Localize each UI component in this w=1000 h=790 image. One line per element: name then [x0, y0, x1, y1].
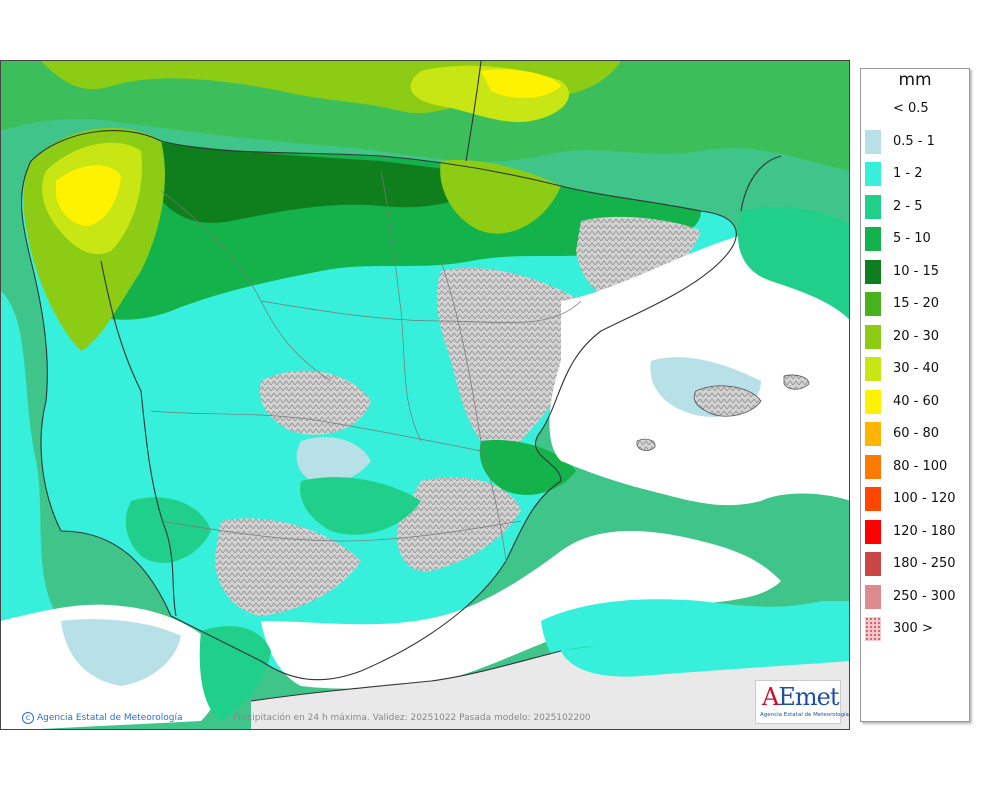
legend-item: 15 - 20	[865, 291, 965, 317]
legend-item: < 0.5	[865, 96, 965, 122]
legend-swatch	[865, 357, 881, 381]
legend-item: 80 - 100	[865, 454, 965, 480]
map-canvas	[1, 61, 849, 729]
legend-item: 2 - 5	[865, 194, 965, 220]
legend-swatch	[865, 519, 881, 544]
legend-item: 180 - 250	[865, 551, 965, 577]
legend-item: 100 - 120	[865, 486, 965, 512]
legend-swatch	[865, 617, 881, 641]
credit-text: Agencia Estatal de Meteorología	[37, 713, 183, 723]
precipitation-legend: mm < 0.5 0.5 - 1 1 - 2 2 - 5 5 - 10 10 - 15 15…	[860, 68, 970, 722]
legend-swatch	[865, 194, 881, 219]
legend-label: 1 - 2	[893, 166, 923, 181]
legend-item: 250 - 300	[865, 584, 965, 610]
legend-swatch	[865, 552, 881, 576]
legend-swatch	[865, 162, 881, 186]
legend-swatch	[865, 227, 881, 251]
copyright-credit: c Agencia Estatal de Meteorología	[22, 712, 183, 724]
legend-label: 5 - 10	[893, 231, 931, 246]
legend-swatch	[865, 454, 881, 479]
legend-label: 60 - 80	[893, 426, 940, 441]
legend-label: 15 - 20	[893, 296, 940, 311]
aemet-wordmark: AEmet	[762, 683, 839, 711]
map-caption: Precipitación en 24 h máxima. Validez: 2…	[233, 713, 591, 723]
legend-swatch	[865, 259, 881, 284]
legend-label: 10 - 15	[893, 263, 940, 279]
legend-item: 120 - 180	[865, 519, 965, 545]
legend-label: 20 - 30	[893, 328, 940, 344]
legend-swatch	[865, 292, 881, 316]
legend-item: 30 - 40	[865, 356, 965, 382]
legend-item: 1 - 2	[865, 161, 965, 187]
legend-label: 100 - 120	[893, 491, 956, 506]
legend-label: 30 - 40	[893, 361, 940, 376]
legend-label: 180 - 250	[893, 556, 956, 571]
legend-item: 5 - 10	[865, 226, 965, 252]
legend-label: 300 >	[893, 621, 933, 636]
legend-label: 250 - 300	[893, 588, 956, 604]
legend-label: 40 - 60	[893, 393, 940, 409]
legend-item: 0.5 - 1	[865, 129, 965, 155]
legend-label: < 0.5	[893, 101, 929, 116]
legend-swatch	[865, 324, 881, 349]
legend-swatch	[865, 129, 881, 154]
legend-item: 20 - 30	[865, 324, 965, 350]
legend-swatch	[865, 487, 881, 511]
legend-item: 10 - 15	[865, 259, 965, 285]
legend-label: 120 - 180	[893, 523, 956, 539]
legend-swatch	[865, 422, 881, 446]
legend-swatch	[865, 389, 881, 414]
copyright-icon: c	[22, 712, 34, 724]
legend-item: 60 - 80	[865, 421, 965, 447]
aemet-logo-subtitle: Agencia Estatal de Meteorología	[760, 712, 849, 718]
aemet-logo[interactable]: AEmet Agencia Estatal de Meteorología	[755, 680, 849, 724]
precipitation-map[interactable]	[0, 60, 850, 730]
legend-item: 40 - 60	[865, 389, 965, 415]
legend-label: 0.5 - 1	[893, 133, 935, 149]
legend-swatch	[865, 584, 881, 609]
legend-unit: mm	[898, 70, 932, 90]
legend-label: 2 - 5	[893, 198, 923, 214]
legend-item: 300 >	[865, 616, 965, 642]
legend-label: 80 - 100	[893, 458, 948, 474]
